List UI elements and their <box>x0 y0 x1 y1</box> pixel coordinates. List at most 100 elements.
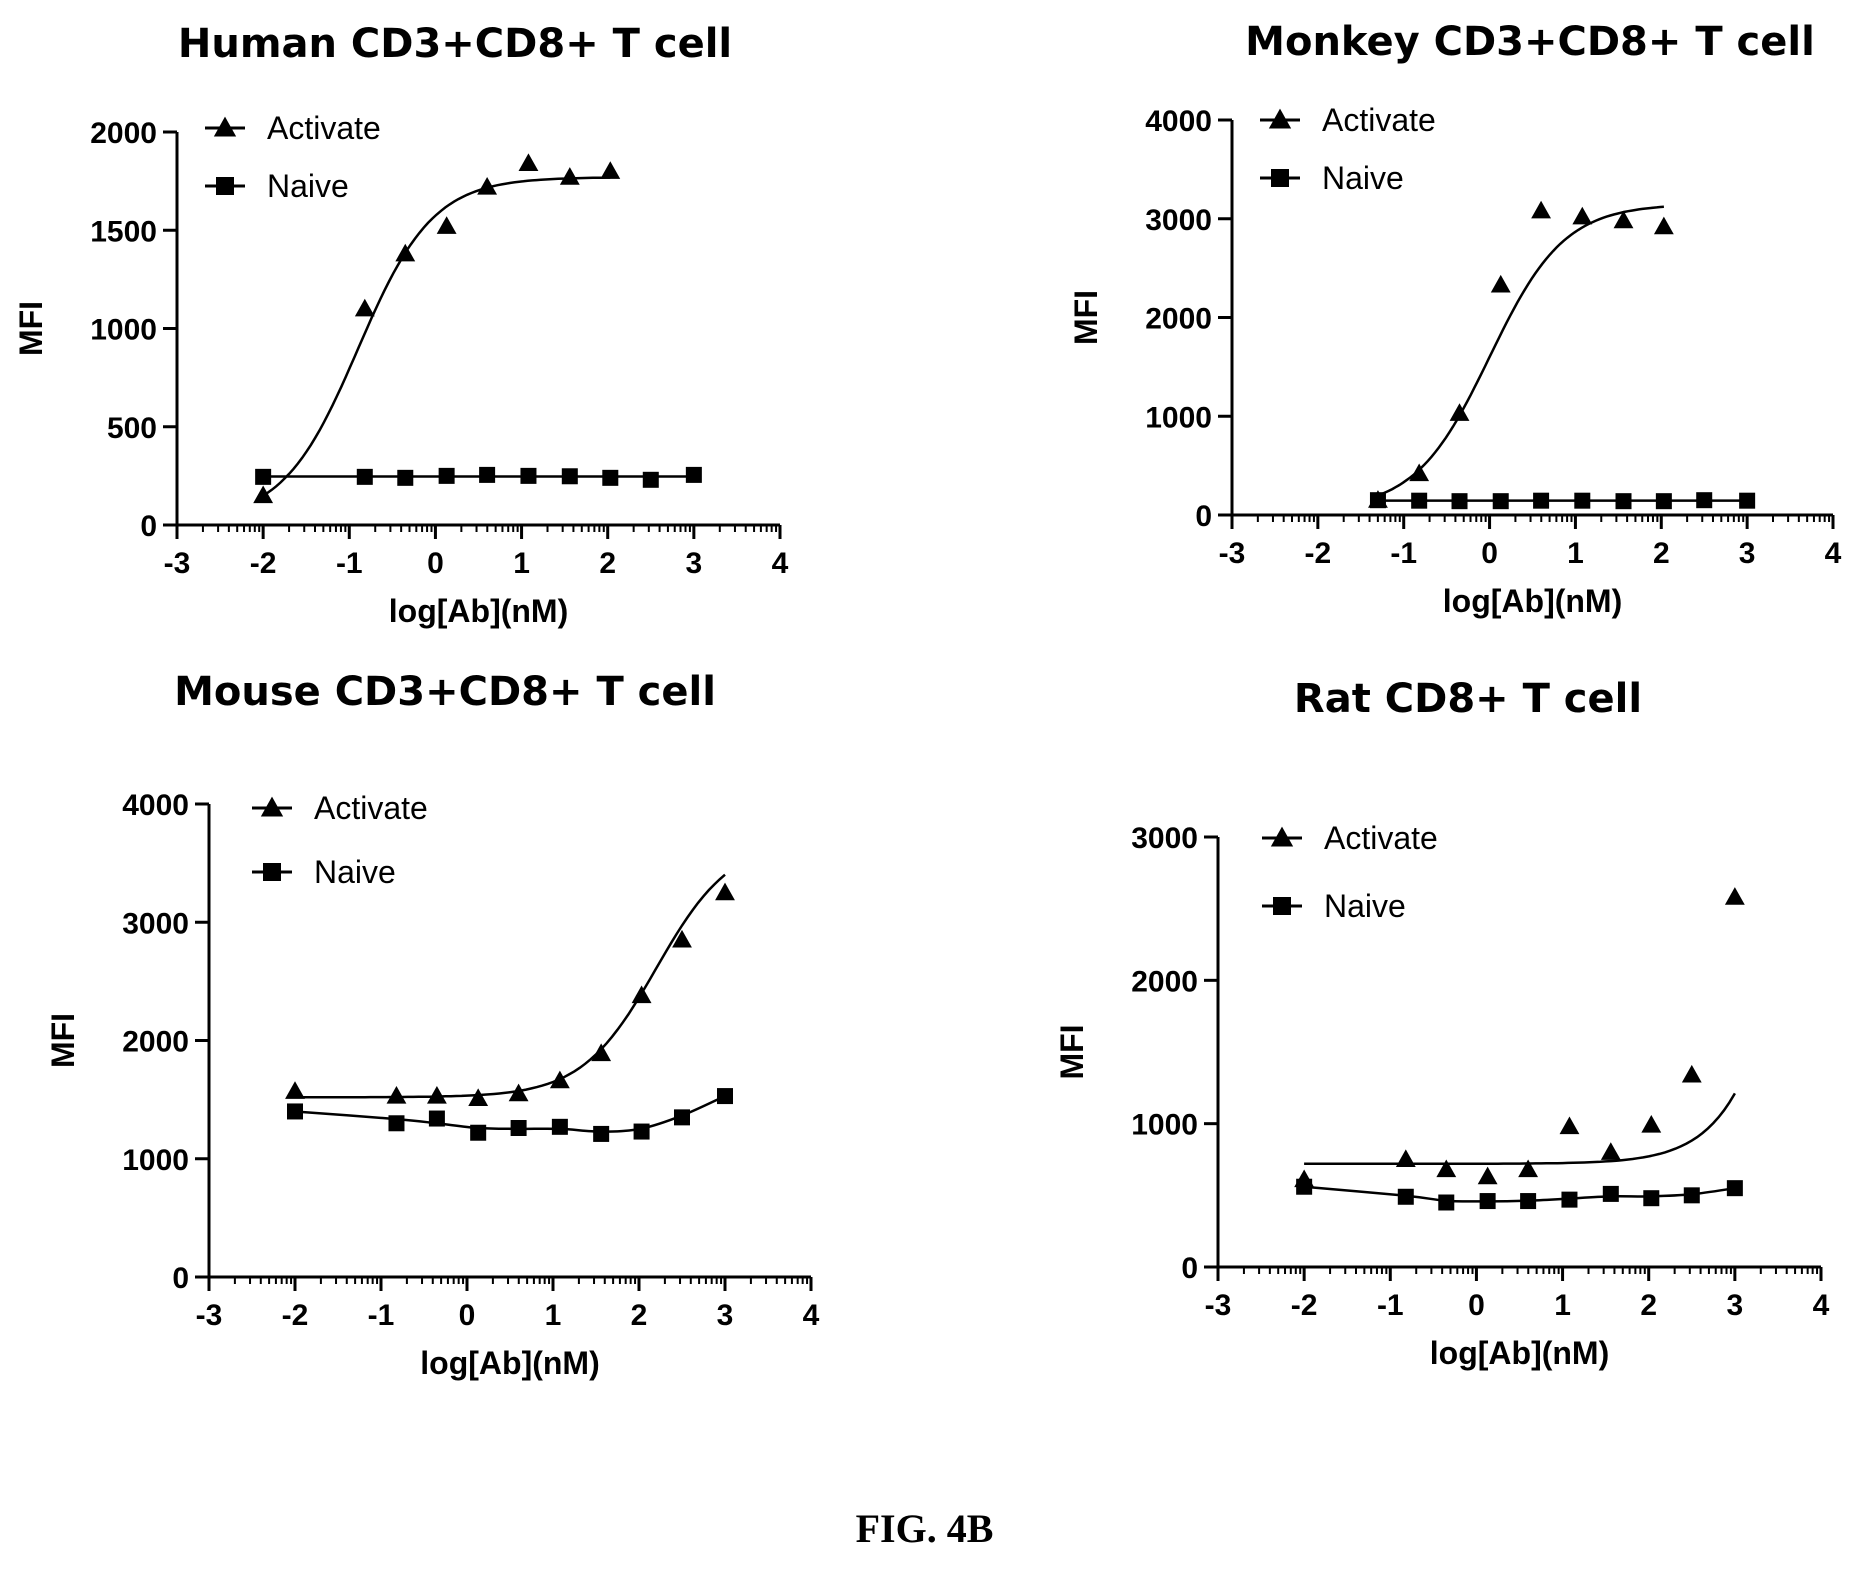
fit-curve <box>1303 1185 1736 1203</box>
data-point <box>1683 1187 1700 1204</box>
data-point <box>1739 492 1756 509</box>
y-tick-label: 3000 <box>1145 204 1212 237</box>
x-tick-label: 4 <box>772 547 789 580</box>
fit-curve <box>295 873 726 1099</box>
x-tick-label: 0 <box>459 1299 476 1332</box>
data-point <box>602 469 619 486</box>
legend-label: Activate <box>314 790 428 826</box>
legend-label: Naive <box>267 168 349 204</box>
data-point <box>1397 1188 1414 1205</box>
data-point <box>428 1110 445 1127</box>
data-point <box>508 1083 529 1102</box>
x-tick-label: -2 <box>282 1299 309 1332</box>
legend-marker <box>216 177 234 195</box>
fit-curve <box>1377 205 1664 497</box>
data-point <box>1724 887 1745 905</box>
data-point <box>468 1088 489 1107</box>
series-activate <box>253 153 621 504</box>
x-tick-label: 3 <box>686 547 703 580</box>
data-point <box>436 216 457 234</box>
x-tick-label: 2 <box>599 547 616 580</box>
legend-label: Naive <box>1324 888 1406 924</box>
legend-item-naive: Naive <box>205 168 349 204</box>
chart-title: Mouse CD3+CD8+ T cell <box>174 669 716 715</box>
data-point <box>1641 1115 1662 1133</box>
data-point <box>685 466 702 483</box>
data-point <box>1602 1185 1619 1202</box>
chart-title: Rat CD8+ T cell <box>1294 676 1642 722</box>
data-point <box>253 485 274 504</box>
data-point <box>551 1118 568 1135</box>
data-point <box>1438 1194 1455 1211</box>
legend-label: Activate <box>1322 102 1436 138</box>
x-tick-label: 2 <box>1640 1289 1657 1322</box>
y-tick-label: 0 <box>140 510 157 543</box>
chart-panel-2: Monkey CD3+CD8+ T cell -3 -2 -1 0 1 2 3 4 0 1000 20… <box>1068 19 1842 619</box>
y-tick-label: 3000 <box>122 907 189 940</box>
data-point <box>356 468 373 485</box>
legend-item-naive: Naive <box>1262 888 1406 924</box>
data-point <box>1533 492 1550 509</box>
data-point <box>477 176 498 195</box>
data-point <box>1296 1178 1313 1195</box>
y-tick-label: 0 <box>1181 1252 1198 1285</box>
y-tick-label: 500 <box>107 412 157 445</box>
y-axis-label: MFI <box>1068 290 1104 345</box>
data-point <box>1559 1116 1580 1135</box>
legend-item-naive: Naive <box>1260 160 1404 196</box>
data-point <box>717 1088 733 1105</box>
data-point <box>600 161 621 179</box>
x-tick-label: -1 <box>1390 537 1417 570</box>
chart-title: Human CD3+CD8+ T cell <box>178 21 732 67</box>
data-point <box>1600 1142 1621 1160</box>
y-tick-label: 1000 <box>1145 401 1212 434</box>
x-tick-label: 0 <box>1481 537 1498 570</box>
data-point <box>561 468 578 485</box>
y-tick-label: 0 <box>172 1262 189 1295</box>
fit-curve <box>262 176 611 497</box>
x-axis-label: log[Ab](nM) <box>1430 1335 1609 1371</box>
y-tick-label: 3000 <box>1131 822 1198 855</box>
data-point <box>426 1085 447 1104</box>
x-tick-label: -3 <box>196 1299 223 1332</box>
fit-curve <box>1304 1092 1736 1166</box>
legend-label: Naive <box>314 854 396 890</box>
chart-title: Monkey CD3+CD8+ T cell <box>1245 19 1815 65</box>
y-tick-label: 1500 <box>90 215 157 248</box>
x-tick-label: 4 <box>803 1299 820 1332</box>
data-point <box>1449 403 1470 421</box>
y-tick-label: 1000 <box>90 314 157 347</box>
data-point <box>386 1085 407 1104</box>
x-tick-label: -3 <box>1205 1289 1232 1322</box>
data-point <box>715 882 735 901</box>
data-point <box>395 243 416 262</box>
x-tick-label: 0 <box>427 547 444 580</box>
x-tick-label: -2 <box>1305 537 1332 570</box>
data-point <box>1395 1149 1416 1168</box>
y-tick-label: 4000 <box>122 789 189 822</box>
x-tick-label: 0 <box>1468 1289 1485 1322</box>
series-naive <box>1369 492 1756 510</box>
data-point <box>1520 1193 1537 1210</box>
x-axis-label: log[Ab](nM) <box>389 593 568 629</box>
figure-caption: FIG. 4B <box>855 1506 994 1551</box>
legend-marker <box>260 796 284 817</box>
data-point <box>672 929 692 948</box>
legend-item-activate: Activate <box>1262 820 1438 856</box>
data-point <box>397 469 414 486</box>
x-tick-label: 3 <box>1739 537 1756 570</box>
series-activate <box>1294 887 1745 1188</box>
data-point <box>593 1125 610 1142</box>
data-point <box>1726 1180 1743 1197</box>
data-point <box>674 1109 690 1126</box>
legend-label: Naive <box>1322 160 1404 196</box>
data-point <box>1653 216 1674 235</box>
series-naive <box>287 1088 733 1142</box>
data-point <box>1655 493 1672 510</box>
data-point <box>1643 1190 1660 1207</box>
data-point <box>1696 492 1713 509</box>
data-point <box>520 467 537 484</box>
data-point <box>287 1103 303 1120</box>
chart-panel-3: Mouse CD3+CD8+ T cell -3 -2 -1 0 1 2 3 4 0 1000 200… <box>45 669 820 1381</box>
chart-panel-1: Human CD3+CD8+ T cell -3 -2 -1 0 1 2 3 4 0 500 1000… <box>13 21 789 629</box>
